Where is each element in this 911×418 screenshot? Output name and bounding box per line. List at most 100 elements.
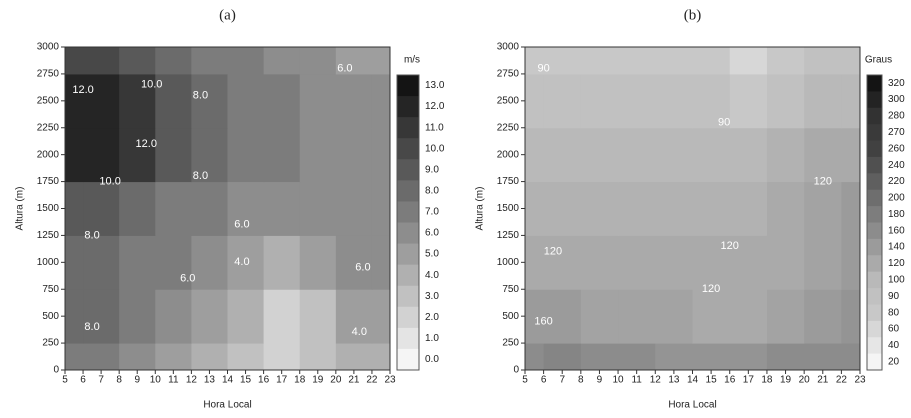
colorbar-tick-label: 8.0 — [425, 186, 439, 197]
field-cell — [155, 289, 192, 344]
y-tick-label: 2250 — [37, 122, 60, 133]
y-tick-label: 500 — [42, 311, 59, 322]
field-cell — [804, 343, 842, 370]
field-cell — [525, 73, 545, 129]
x-tick-label: 21 — [348, 375, 360, 386]
field-cell — [83, 47, 120, 75]
field-cell — [618, 235, 656, 290]
colorbar-tick-label: 270 — [888, 127, 905, 138]
contour-label: 8.0 — [193, 170, 208, 182]
colorbar-tick-label: 300 — [888, 94, 905, 105]
y-tick-label: 750 — [42, 284, 59, 295]
y-tick-label: 2000 — [497, 149, 520, 160]
colorbar-swatch — [397, 201, 419, 223]
colorbar-swatch — [867, 124, 882, 142]
field-cell — [655, 127, 693, 183]
field-cell — [119, 127, 156, 183]
contour-label: 4.0 — [352, 326, 367, 338]
field-cell — [692, 73, 731, 129]
colorbar-tick-label: 1.0 — [425, 333, 439, 344]
field-cell — [299, 47, 337, 75]
field-cell — [580, 127, 619, 183]
field-cell — [655, 235, 693, 290]
field — [65, 47, 390, 370]
y-tick-label: 3000 — [497, 42, 520, 53]
colorbar-tick-label: 60 — [888, 324, 900, 335]
x-tick-label: 15 — [240, 375, 252, 386]
colorbar-tick-label: 100 — [888, 275, 905, 286]
field-cell — [580, 47, 619, 75]
field-cell — [804, 235, 842, 290]
contour-label: 6.0 — [337, 62, 352, 74]
x-tick-label: 17 — [743, 375, 755, 386]
y-tick-label: 2750 — [37, 69, 60, 80]
field-cell — [155, 47, 192, 75]
field-cell — [155, 73, 192, 129]
field-cell — [655, 181, 693, 236]
field-cell — [655, 343, 693, 370]
colorbar-frame — [866, 74, 883, 371]
y-tick-label: 250 — [502, 338, 519, 349]
x-tick-label: 11 — [631, 375, 642, 386]
field-cell — [335, 127, 373, 183]
contour-label: 12.0 — [72, 84, 93, 96]
field-cell — [841, 235, 860, 290]
field-cell — [841, 181, 860, 236]
contour-label: 8.0 — [84, 229, 99, 241]
chart-title: (a) — [219, 7, 236, 23]
field-cell — [191, 343, 228, 370]
contour-label: 160 — [534, 315, 552, 327]
field-cell — [263, 289, 301, 344]
field-cell — [83, 235, 120, 290]
y-tick-label: 3000 — [37, 42, 60, 53]
field-cell — [692, 343, 731, 370]
field-cell — [335, 181, 373, 236]
colorbar-tick-label: 13.0 — [425, 80, 445, 91]
field-cell — [766, 289, 805, 344]
colorbar-swatch — [867, 75, 882, 92]
x-tick-label: 12 — [650, 375, 662, 386]
colorbar-tick-label: 4.0 — [425, 270, 439, 281]
field-cell — [543, 343, 582, 370]
field-cell — [729, 47, 768, 75]
colorbar-tick-label: 80 — [888, 307, 900, 318]
field-cell — [227, 127, 265, 183]
field-cell — [618, 127, 656, 183]
field-cell — [335, 289, 373, 344]
colorbar-swatch — [867, 107, 882, 125]
field-cell — [543, 127, 582, 183]
colorbar-swatch — [397, 327, 419, 350]
field-cell — [83, 289, 120, 344]
field-cell — [335, 343, 373, 370]
colorbar-swatch — [867, 337, 882, 355]
colorbar-tick-label: 200 — [888, 193, 905, 204]
field-cell — [371, 181, 390, 236]
field-cell — [263, 73, 301, 129]
colorbar-swatch — [397, 96, 419, 118]
y-tick-label: 1750 — [497, 176, 520, 187]
field-cell — [83, 343, 120, 370]
field-cell — [155, 127, 192, 183]
y-tick-label: 2250 — [497, 122, 520, 133]
field-cell — [83, 73, 120, 129]
field-cell — [299, 127, 337, 183]
field-cell — [119, 235, 156, 290]
x-tick-label: 18 — [294, 375, 306, 386]
colorbar-tick-label: 20 — [888, 356, 900, 367]
colorbar-tick-label: 240 — [888, 160, 905, 171]
x-tick-label: 20 — [330, 375, 342, 386]
x-axis-label: Hora Local — [203, 400, 251, 411]
field-cell — [766, 235, 805, 290]
colorbar-swatch — [397, 348, 419, 371]
colorbar-swatch — [397, 306, 419, 329]
field-cell — [618, 181, 656, 236]
field-cell — [263, 343, 301, 370]
field-cell — [729, 127, 768, 183]
field-cell — [618, 47, 656, 75]
contour-label: 6.0 — [180, 272, 195, 284]
x-tick-label: 12 — [186, 375, 198, 386]
field-cell — [191, 289, 228, 344]
contour-label: 8.0 — [193, 89, 208, 101]
x-tick-label: 7 — [559, 375, 565, 386]
colorbar-tick-label: 5.0 — [425, 249, 439, 260]
